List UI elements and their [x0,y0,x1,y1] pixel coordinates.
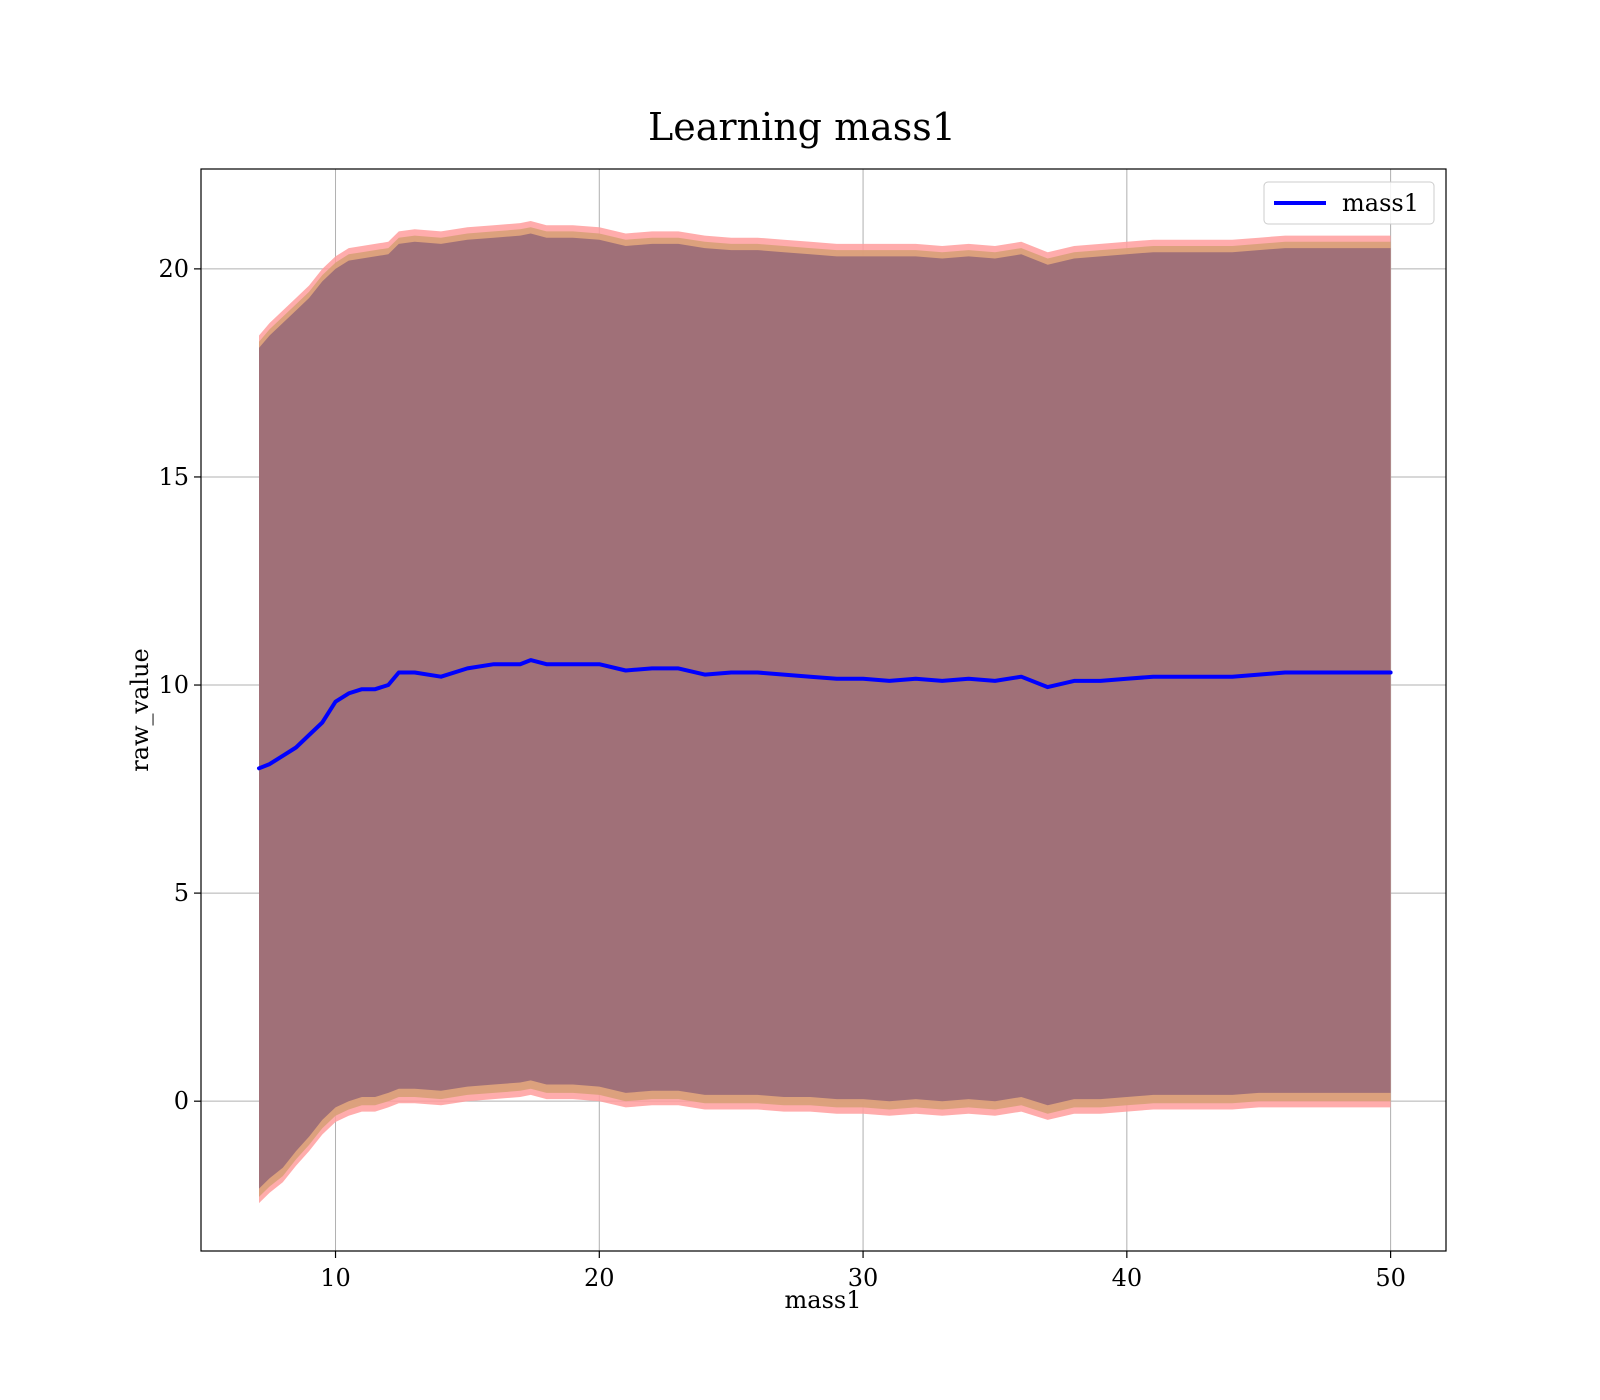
y-tick-label: 15 [158,463,189,491]
chart-title: Learning mass1 [648,105,956,149]
series-line-mass1 [257,658,1393,771]
x-tick-label: 40 [1112,1264,1143,1292]
x-tick-label: 50 [1375,1264,1406,1292]
legend-label-mass1: mass1 [1342,189,1419,217]
x-axis-label: mass1 [785,1286,862,1314]
x-tick-label: 10 [320,1264,351,1292]
tick-layer: 10 20 30 40 50 0 5 10 15 20 [158,255,1405,1292]
x-tick-label: 20 [584,1264,615,1292]
x-tick-label: 30 [848,1264,879,1292]
confidence-band-inner [259,233,1391,1189]
y-axis-label: raw_value [126,648,154,772]
plot-frame [200,168,1447,1252]
line-layer [257,658,1393,771]
legend-box [1263,181,1435,225]
y-tick-label: 5 [174,879,189,907]
legend: mass1 [1263,181,1435,225]
y-tick-label: 0 [174,1087,189,1115]
y-tick-label: 10 [158,671,189,699]
band-layer [259,221,1391,1204]
y-tick-label: 20 [158,255,189,283]
